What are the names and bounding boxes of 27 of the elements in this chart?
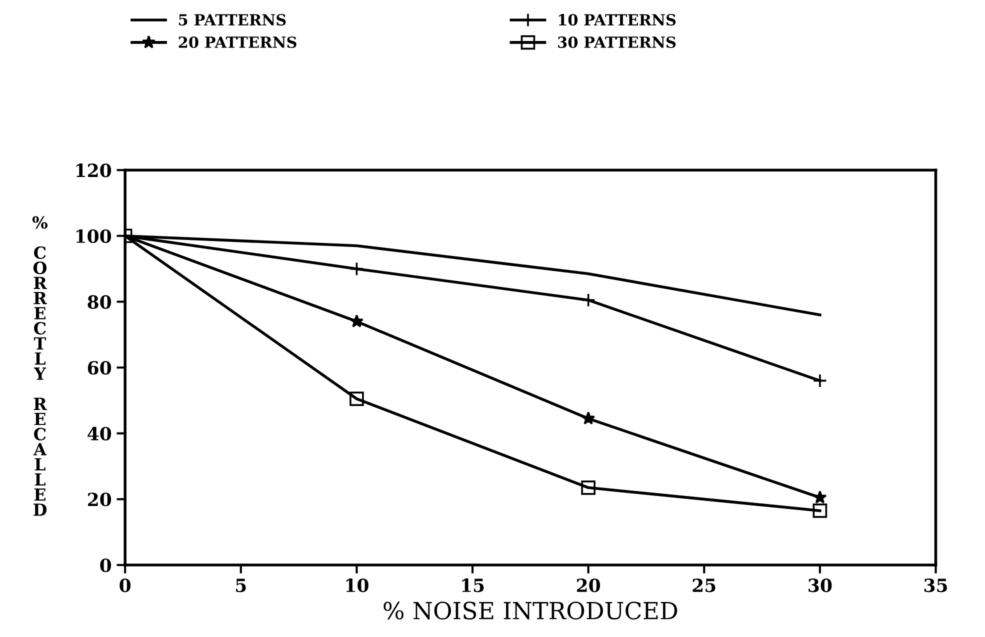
- point: [350, 392, 364, 406]
- x-tick-label: 15: [462, 578, 484, 592]
- x-tick-label: 35: [924, 578, 947, 592]
- y-tick-label: 0: [100, 558, 112, 572]
- legend-label: 20 PATTERNS: [178, 36, 296, 48]
- y-tick-label: 20: [88, 492, 112, 506]
- y-tick-label: 120: [76, 164, 112, 178]
- point: [350, 314, 364, 328]
- y-tick-label: 80: [88, 295, 112, 309]
- point: [581, 411, 596, 425]
- point: [812, 504, 828, 518]
- x-tick-label: 10: [346, 578, 368, 592]
- y-tick-label: 60: [88, 361, 112, 375]
- text: % CORRECTLY RECALLED: [32, 216, 48, 516]
- x-tick-label: 25: [692, 578, 716, 592]
- y-tick-label: 40: [88, 426, 112, 440]
- point: [581, 480, 596, 495]
- x-tick-label: 0: [120, 578, 131, 592]
- legend-label: 30 PATTERNS: [558, 36, 676, 48]
- x-tick-label: 30: [808, 578, 832, 592]
- x-tick-label: 5: [236, 578, 246, 592]
- x-axis-title: % NOISE INTRODUCED: [384, 602, 678, 620]
- legend-label: 5 PATTERNS: [179, 14, 286, 26]
- legend-label: 10 PATTERNS: [558, 14, 676, 26]
- point: [813, 490, 827, 504]
- x-tick-label: 20: [576, 578, 600, 592]
- y-tick-label: 100: [76, 229, 112, 244]
